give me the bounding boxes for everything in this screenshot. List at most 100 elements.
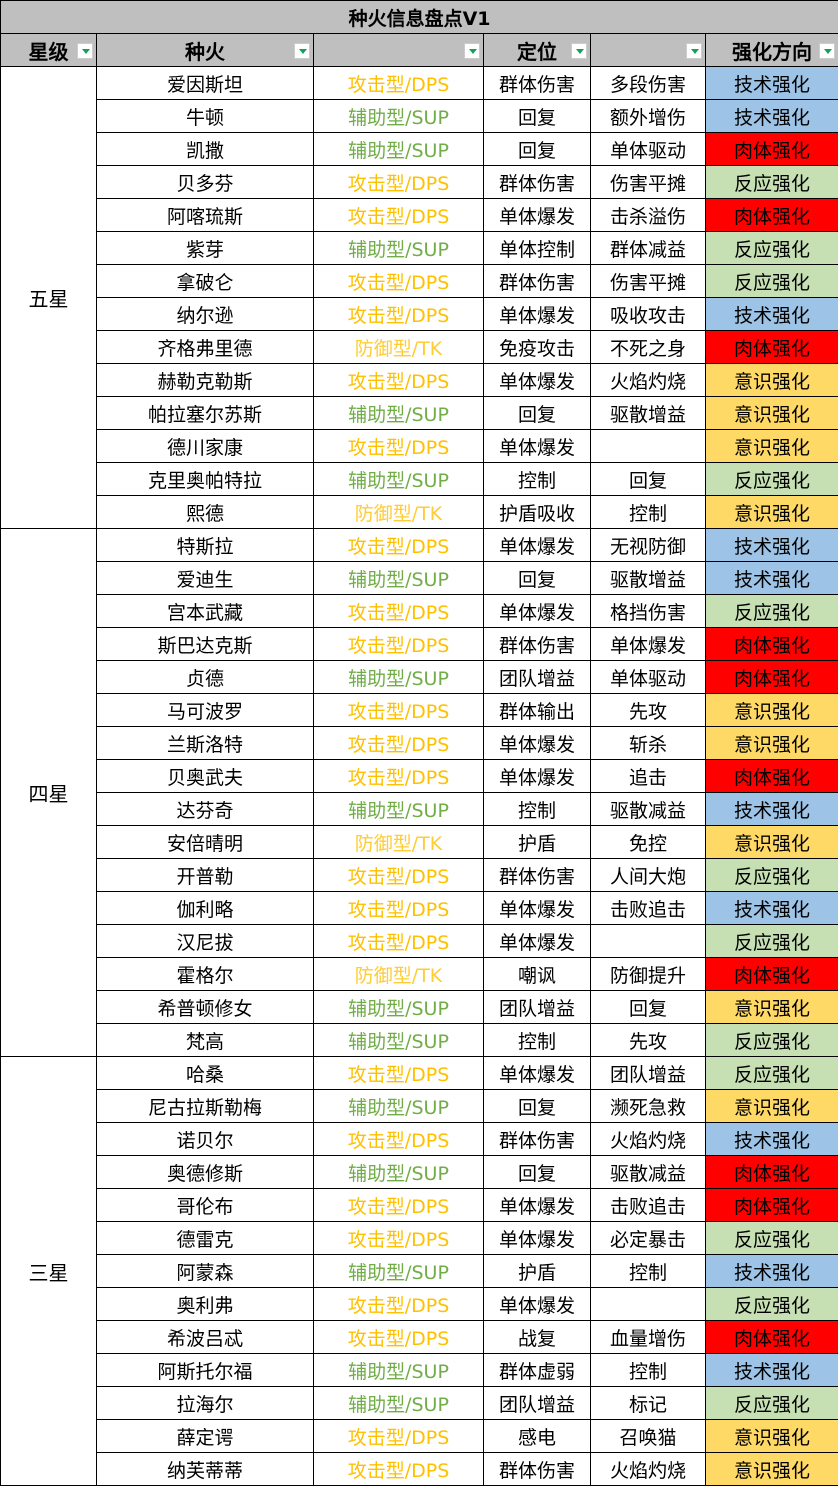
type-cell[interactable]: 辅助型/SUP: [313, 231, 484, 265]
name-cell[interactable]: 马可波罗: [96, 693, 314, 727]
name-cell[interactable]: 齐格弗里德: [96, 330, 314, 364]
enhancement-cell[interactable]: 肉体强化: [704, 1320, 838, 1354]
type-cell[interactable]: 攻击型/DPS: [313, 165, 484, 199]
type-cell[interactable]: 攻击型/DPS: [313, 528, 484, 562]
position-1-cell[interactable]: 单体爆发: [483, 528, 591, 562]
name-cell[interactable]: 哈桑: [96, 1056, 314, 1090]
enhancement-cell[interactable]: 反应强化: [704, 1023, 838, 1057]
enhancement-cell[interactable]: 技术强化: [704, 66, 838, 100]
position-2-cell[interactable]: 击败追击: [590, 1188, 706, 1222]
enhancement-cell[interactable]: 意识强化: [704, 495, 838, 529]
enhancement-cell[interactable]: 意识强化: [704, 1452, 838, 1486]
name-cell[interactable]: 尼古拉斯勒梅: [96, 1089, 314, 1123]
position-2-cell[interactable]: 必定暴击: [590, 1221, 706, 1255]
type-cell[interactable]: 辅助型/SUP: [313, 1353, 484, 1387]
position-2-cell[interactable]: 无视防御: [590, 528, 706, 562]
position-1-cell[interactable]: 单体控制: [483, 231, 591, 265]
name-cell[interactable]: 梵高: [96, 1023, 314, 1057]
position-1-cell[interactable]: 回复: [483, 99, 591, 133]
name-cell[interactable]: 伽利略: [96, 891, 314, 925]
name-cell[interactable]: 爱迪生: [96, 561, 314, 595]
type-cell[interactable]: 辅助型/SUP: [313, 462, 484, 496]
position-2-cell[interactable]: 控制: [590, 495, 706, 529]
enhancement-cell[interactable]: 意识强化: [704, 396, 838, 430]
position-2-cell[interactable]: [590, 924, 706, 958]
enhancement-cell[interactable]: 技术强化: [704, 561, 838, 595]
type-cell[interactable]: 辅助型/SUP: [313, 1155, 484, 1189]
type-cell[interactable]: 辅助型/SUP: [313, 792, 484, 826]
enhancement-cell[interactable]: 反应强化: [704, 594, 838, 628]
position-1-cell[interactable]: 单体爆发: [483, 759, 591, 793]
name-cell[interactable]: 纳芙蒂蒂: [96, 1452, 314, 1486]
enhancement-cell[interactable]: 意识强化: [704, 990, 838, 1024]
enhancement-cell[interactable]: 反应强化: [704, 462, 838, 496]
filter-dropdown-icon[interactable]: [571, 43, 587, 59]
position-1-cell[interactable]: 单体爆发: [483, 726, 591, 760]
type-cell[interactable]: 攻击型/DPS: [313, 363, 484, 397]
name-cell[interactable]: 希波吕忒: [96, 1320, 314, 1354]
position-1-cell[interactable]: 群体伤害: [483, 1122, 591, 1156]
name-cell[interactable]: 牛顿: [96, 99, 314, 133]
position-1-cell[interactable]: 群体伤害: [483, 165, 591, 199]
position-1-cell[interactable]: 控制: [483, 792, 591, 826]
position-2-cell[interactable]: 召唤猫: [590, 1419, 706, 1453]
position-1-cell[interactable]: 嘲讽: [483, 957, 591, 991]
enhancement-cell[interactable]: 反应强化: [704, 1386, 838, 1420]
position-1-cell[interactable]: 单体爆发: [483, 594, 591, 628]
position-2-cell[interactable]: 击杀溢伤: [590, 198, 706, 232]
position-2-cell[interactable]: 回复: [590, 462, 706, 496]
position-1-cell[interactable]: 单体爆发: [483, 1188, 591, 1222]
enhancement-cell[interactable]: 技术强化: [704, 891, 838, 925]
enhancement-cell[interactable]: 技术强化: [704, 297, 838, 331]
type-cell[interactable]: 辅助型/SUP: [313, 561, 484, 595]
position-2-cell[interactable]: 防御提升: [590, 957, 706, 991]
enhancement-cell[interactable]: 技术强化: [704, 99, 838, 133]
position-1-cell[interactable]: 单体爆发: [483, 1056, 591, 1090]
position-1-cell[interactable]: 团队增益: [483, 660, 591, 694]
name-cell[interactable]: 开普勒: [96, 858, 314, 892]
enhancement-cell[interactable]: 肉体强化: [704, 627, 838, 661]
type-cell[interactable]: 攻击型/DPS: [313, 627, 484, 661]
type-cell[interactable]: 辅助型/SUP: [313, 1023, 484, 1057]
name-cell[interactable]: 哥伦布: [96, 1188, 314, 1222]
type-cell[interactable]: 辅助型/SUP: [313, 1386, 484, 1420]
type-cell[interactable]: 攻击型/DPS: [313, 1287, 484, 1321]
type-cell[interactable]: 攻击型/DPS: [313, 264, 484, 298]
enhancement-cell[interactable]: 意识强化: [704, 1419, 838, 1453]
filter-dropdown-icon[interactable]: [464, 43, 480, 59]
star-rank-cell[interactable]: 四星: [0, 528, 97, 1057]
name-cell[interactable]: 贝奥武夫: [96, 759, 314, 793]
type-cell[interactable]: 辅助型/SUP: [313, 660, 484, 694]
name-cell[interactable]: 特斯拉: [96, 528, 314, 562]
name-cell[interactable]: 爱因斯坦: [96, 66, 314, 100]
position-2-cell[interactable]: 单体爆发: [590, 627, 706, 661]
position-1-cell[interactable]: 群体伤害: [483, 66, 591, 100]
name-cell[interactable]: 诺贝尔: [96, 1122, 314, 1156]
name-cell[interactable]: 宫本武藏: [96, 594, 314, 628]
name-cell[interactable]: 帕拉塞尔苏斯: [96, 396, 314, 430]
position-1-cell[interactable]: 护盾吸收: [483, 495, 591, 529]
position-1-cell[interactable]: 单体爆发: [483, 891, 591, 925]
type-cell[interactable]: 攻击型/DPS: [313, 66, 484, 100]
position-2-cell[interactable]: 吸收攻击: [590, 297, 706, 331]
name-cell[interactable]: 德川家康: [96, 429, 314, 463]
position-2-cell[interactable]: 额外增伤: [590, 99, 706, 133]
type-cell[interactable]: 攻击型/DPS: [313, 759, 484, 793]
position-2-cell[interactable]: 多段伤害: [590, 66, 706, 100]
position-2-cell[interactable]: 人间大炮: [590, 858, 706, 892]
name-cell[interactable]: 薛定谔: [96, 1419, 314, 1453]
position-1-cell[interactable]: 护盾: [483, 825, 591, 859]
enhancement-cell[interactable]: 反应强化: [704, 1221, 838, 1255]
position-2-cell[interactable]: 斩杀: [590, 726, 706, 760]
type-cell[interactable]: 攻击型/DPS: [313, 726, 484, 760]
position-2-cell[interactable]: 格挡伤害: [590, 594, 706, 628]
name-cell[interactable]: 奥利弗: [96, 1287, 314, 1321]
name-cell[interactable]: 阿斯托尔福: [96, 1353, 314, 1387]
type-cell[interactable]: 攻击型/DPS: [313, 1419, 484, 1453]
type-cell[interactable]: 攻击型/DPS: [313, 1221, 484, 1255]
position-2-cell[interactable]: 先攻: [590, 693, 706, 727]
type-cell[interactable]: 攻击型/DPS: [313, 594, 484, 628]
position-2-cell[interactable]: 先攻: [590, 1023, 706, 1057]
position-1-cell[interactable]: 免疫攻击: [483, 330, 591, 364]
enhancement-cell[interactable]: 肉体强化: [704, 198, 838, 232]
